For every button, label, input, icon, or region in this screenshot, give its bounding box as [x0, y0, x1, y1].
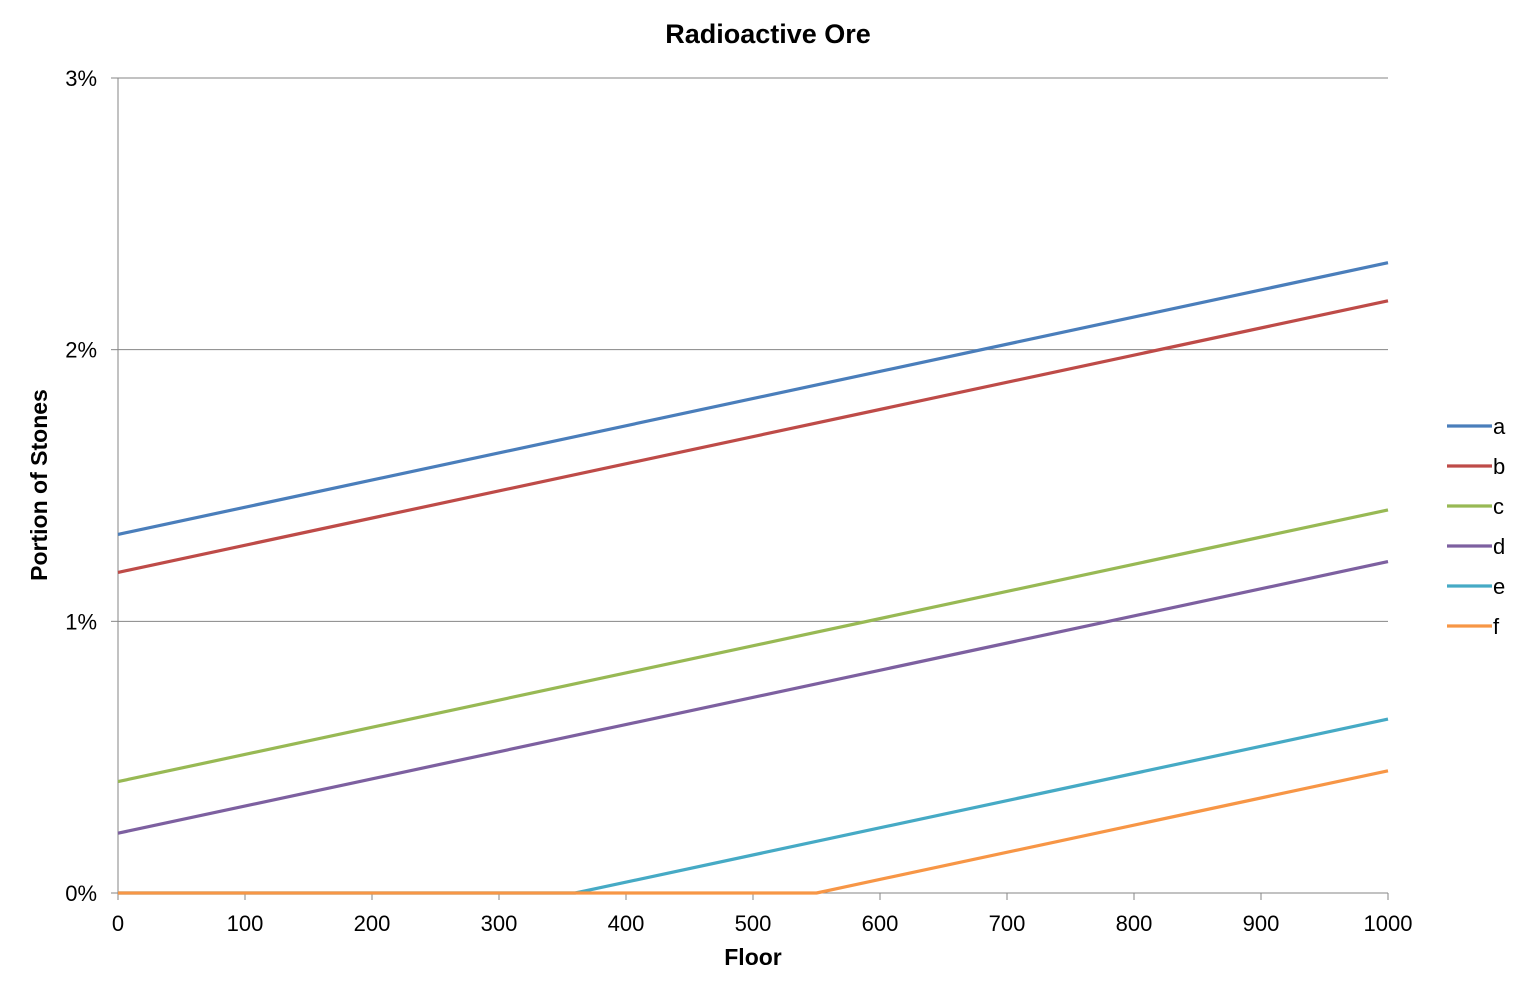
legend-label: b: [1493, 454, 1505, 479]
legend-item-c: c: [1447, 494, 1504, 519]
x-tick-label: 800: [1116, 911, 1153, 936]
series-line-b: [117, 299, 1389, 574]
series-lines: [117, 261, 1389, 895]
x-tick-label: 400: [608, 911, 645, 936]
legend-item-e: e: [1447, 574, 1505, 599]
y-tick-label: 3%: [65, 66, 97, 91]
legend-label: f: [1493, 614, 1500, 639]
x-tick-label: 600: [862, 911, 899, 936]
series-line-c: [117, 508, 1389, 784]
x-tick-label: 300: [481, 911, 518, 936]
x-tick-label: 100: [227, 911, 264, 936]
legend-label: a: [1493, 414, 1506, 439]
legend-label: d: [1493, 534, 1505, 559]
x-tick-label: 500: [735, 911, 772, 936]
y-tick-labels: 0% 1% 2% 3%: [65, 66, 97, 906]
legend-item-a: a: [1447, 414, 1506, 439]
series-line-d: [117, 560, 1389, 835]
legend-item-b: b: [1447, 454, 1505, 479]
series-line-e: [118, 717, 1389, 895]
series-line-f: [118, 769, 1389, 895]
x-tick-label: 1000: [1364, 911, 1413, 936]
x-tick-label: 700: [989, 911, 1026, 936]
legend-label: e: [1493, 574, 1505, 599]
y-tick-label: 1%: [65, 609, 97, 634]
x-tick-label: 200: [354, 911, 391, 936]
x-tick-labels: 0 100 200 300 400 500 600 700 800 900 1000: [112, 911, 1413, 936]
y-tick-label: 2%: [65, 338, 97, 363]
legend-item-d: d: [1447, 534, 1505, 559]
legend-item-f: f: [1447, 614, 1500, 639]
series-line-a: [117, 261, 1389, 536]
axes: [111, 77, 1389, 900]
legend-label: c: [1493, 494, 1504, 519]
y-axis-title: Portion of Stones: [26, 389, 52, 581]
x-tick-label: 0: [112, 911, 124, 936]
gridlines: [118, 77, 1388, 622]
y-tick-label: 0%: [65, 881, 97, 906]
chart-title: Radioactive Ore: [665, 19, 871, 49]
x-axis-title: Floor: [724, 944, 782, 970]
x-tick-label: 900: [1243, 911, 1280, 936]
